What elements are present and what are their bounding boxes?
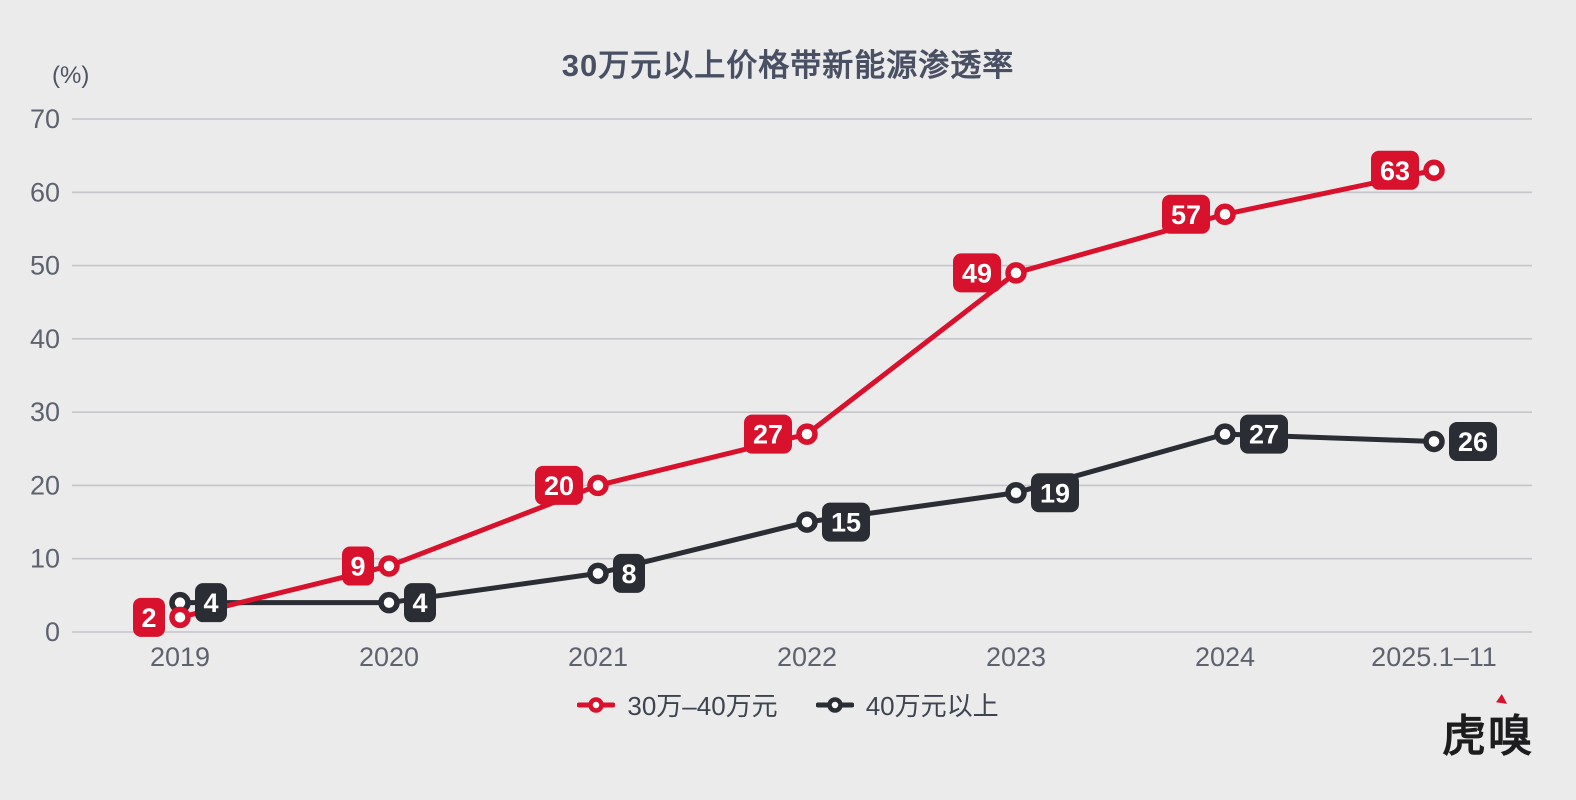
data-label-40万元以上-2019: 4 [203, 588, 218, 618]
data-label-30万–40万元-2025.1–11: 63 [1380, 156, 1410, 186]
data-label-box-30万–40万元-2025.1–11 [1371, 150, 1419, 190]
y-axis-unit-label: (%) [52, 62, 90, 89]
huxiu-logo: 虎嗅 [1442, 694, 1534, 764]
x-tick-label-2024: 2024 [1195, 642, 1255, 672]
data-label-box-40万元以上-2024 [1240, 414, 1288, 454]
y-tick-label-60: 60 [30, 177, 60, 207]
data-label-box-30万–40万元-2019 [133, 597, 165, 637]
x-tick-label-2020: 2020 [359, 642, 419, 672]
data-label-40万元以上-2024: 27 [1249, 420, 1279, 450]
x-tick-label-2022: 2022 [777, 642, 837, 672]
data-label-box-30万–40万元-2023 [953, 253, 1001, 293]
data-label-30万–40万元-2022: 27 [753, 420, 783, 450]
data-label-30万–40万元-2023: 49 [962, 258, 992, 288]
data-point-30万–40万元-2020 [378, 555, 400, 577]
data-label-box-40万元以上-2020 [404, 583, 436, 623]
data-point-30万–40万元-2021 [587, 474, 609, 497]
data-label-40万元以上-2023: 19 [1040, 478, 1070, 508]
data-label-40万元以上-2020: 4 [412, 588, 427, 618]
data-label-box-30万–40万元-2022 [744, 414, 792, 454]
y-tick-label-20: 20 [30, 470, 60, 500]
legend-label-30万–40万元: 30万–40万元 [627, 691, 778, 721]
data-label-40万元以上-2025.1–11: 26 [1458, 427, 1488, 457]
y-tick-label-70: 70 [30, 104, 60, 134]
data-point-40万元以上-2023 [1005, 482, 1027, 504]
data-label-30万–40万元-2021: 20 [544, 471, 574, 501]
data-label-box-40万元以上-2021 [613, 553, 645, 593]
y-tick-label-30: 30 [30, 397, 60, 427]
data-label-box-30万–40万元-2024 [1162, 194, 1210, 234]
data-point-30万–40万元-2025.1–11 [1423, 159, 1445, 182]
x-tick-label-2021: 2021 [568, 642, 628, 672]
data-label-box-30万–40万元-2021 [535, 465, 583, 505]
data-point-30万–40万元-2019 [169, 606, 191, 629]
x-tick-label-2023: 2023 [986, 642, 1046, 672]
data-point-30万–40万元-2022 [796, 423, 818, 445]
chart-legend: 30万–40万元 40万元以上 [0, 686, 1576, 723]
data-point-40万元以上-2020 [378, 591, 400, 614]
y-tick-label-50: 50 [30, 251, 60, 281]
data-label-box-40万元以上-2022 [822, 502, 870, 542]
data-label-40万元以上-2021: 8 [621, 559, 636, 589]
legend-marker-icon-30万–40万元 [577, 696, 616, 713]
data-label-box-40万元以上-2019 [195, 583, 227, 623]
data-label-30万–40万元-2024: 57 [1171, 200, 1201, 230]
legend-item-40万元以上: 40万元以上 [815, 686, 999, 723]
legend-marker-icon-40万元以上 [815, 696, 854, 713]
huxiu-logo-text: 虎嗅 [1442, 712, 1534, 761]
data-point-30万–40万元-2023 [1005, 262, 1027, 284]
x-tick-label-2019: 2019 [150, 642, 210, 672]
data-label-box-30万–40万元-2020 [342, 546, 374, 586]
x-tick-label-2025.1–11: 2025.1–11 [1371, 642, 1497, 672]
data-label-box-40万元以上-2023 [1031, 473, 1079, 513]
data-point-30万–40万元-2024 [1214, 203, 1236, 226]
legend-label-40万元以上: 40万元以上 [865, 691, 999, 721]
data-point-40万元以上-2021 [587, 562, 609, 585]
data-label-30万–40万元-2019: 2 [141, 603, 156, 633]
chart-title: 30万元以上价格带新能源渗透率 [561, 48, 1015, 83]
y-tick-label-10: 10 [30, 544, 60, 574]
data-point-40万元以上-2022 [796, 511, 818, 533]
data-label-40万元以上-2022: 15 [831, 508, 861, 538]
y-tick-label-0: 0 [45, 617, 60, 647]
data-point-40万元以上-2025.1–11 [1423, 430, 1445, 453]
legend-item-30万–40万元: 30万–40万元 [577, 686, 778, 723]
data-label-30万–40万元-2020: 9 [350, 552, 365, 582]
data-label-box-40万元以上-2025.1–11 [1449, 421, 1497, 461]
data-point-40万元以上-2024 [1214, 423, 1236, 445]
y-tick-label-40: 40 [30, 324, 60, 354]
